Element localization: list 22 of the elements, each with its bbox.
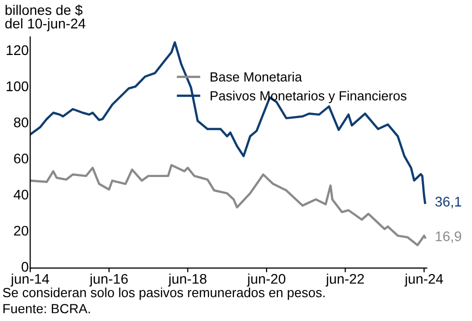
- line-series: [30, 164, 426, 246]
- legend-label: Pasivos Monetarios y Financieros: [210, 90, 406, 104]
- x-tick-label: jun-22: [326, 274, 364, 287]
- y-tick-label: 80: [14, 117, 28, 128]
- annotation: 16,9: [436, 231, 462, 243]
- y-tick-label: 0: [22, 262, 28, 272]
- x-tick-label: jun-18: [168, 274, 206, 287]
- y-tick-label: 120: [6, 45, 28, 56]
- line-series: [30, 41, 426, 204]
- annotation: 36,1: [435, 196, 462, 208]
- y-axis-title: billones de $ del 10-jun-24: [5, 4, 86, 32]
- legend-label: Base Monetaria: [210, 72, 302, 82]
- source-note: Fuente: BCRA.: [3, 304, 90, 314]
- y-tick-label: 60: [14, 154, 28, 164]
- x-tick-label: jun-14: [10, 274, 50, 287]
- y-tick-label: 40: [14, 190, 28, 200]
- x-tick-label: jun-16: [89, 274, 128, 287]
- y-tick-label: 100: [6, 81, 28, 92]
- y-tick-label: 20: [14, 226, 28, 236]
- x-tick-label: jun-24: [404, 274, 443, 287]
- text: Se consideran solo los pasivos remunerados en pesos.: [2, 288, 325, 300]
- x-tick-label: jun-20: [246, 274, 286, 287]
